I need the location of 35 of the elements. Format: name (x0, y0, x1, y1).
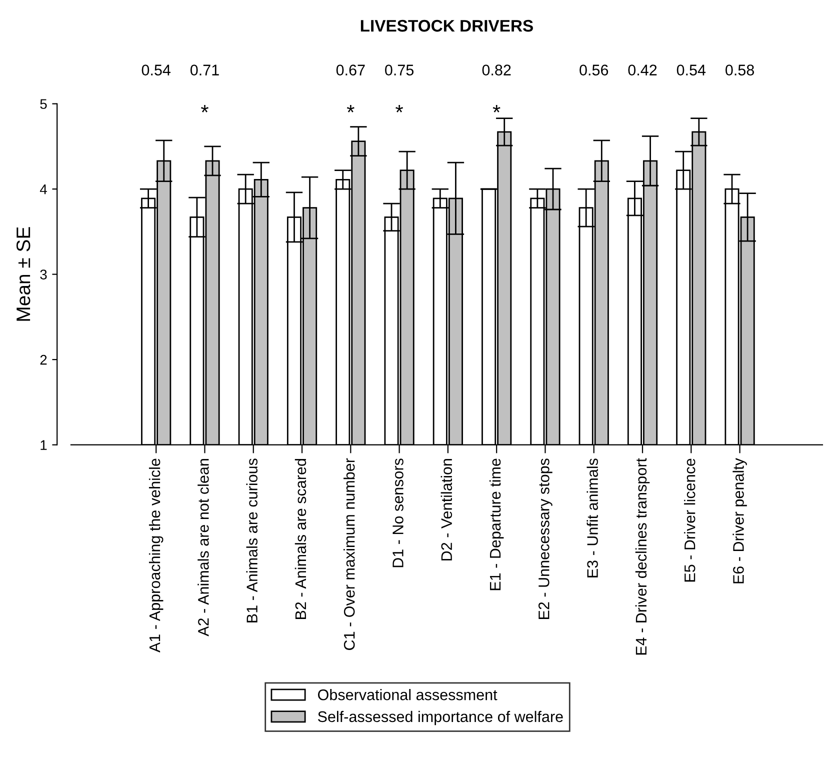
x-tick-label: E2 - Unnecessary stops (538, 458, 552, 619)
legend-label: Self-assessed importance of welfare (318, 710, 563, 726)
text: 0.42 (628, 64, 657, 76)
text: 0.82 (482, 64, 511, 76)
text: 0.75 (385, 64, 414, 76)
x-tick-label: E5 - Driver licence (684, 458, 696, 582)
y-axis-title: Mean ± SE (16, 227, 30, 321)
text: 0.54 (142, 64, 171, 76)
text: 0.67 (336, 64, 365, 76)
x-tick-label: E3 - Unfit animals (586, 458, 598, 578)
x-tick-label: E6 - Driver penalty (732, 458, 747, 584)
y-tick-label: 3 (40, 270, 47, 280)
x-tick-label: B2 - Animals are scared (294, 459, 306, 619)
legend-label: Observational assessment (318, 689, 498, 700)
annotation: * (201, 105, 208, 112)
text: 0.54 (676, 64, 706, 76)
x-tick-label: C1 - Over maximum number (344, 458, 355, 650)
y-tick-label: 1 (40, 440, 47, 450)
x-tick-label: E4 - Driver declines transport (635, 458, 650, 655)
y-tick-label: 5 (40, 99, 47, 109)
x-tick-label: B1 - Animals are curious (246, 458, 258, 622)
text: 0.71 (190, 64, 219, 76)
x-tick-label: A1 - Approaching the vehicle (148, 458, 164, 652)
x-tick-label: A2 - Animals are not clean (198, 459, 209, 636)
text: 0.56 (580, 64, 608, 76)
x-tick-label: E1 - Departure time (489, 458, 504, 590)
chart-title: LIVESTOCK DRIVERS (360, 20, 533, 32)
annotation: * (396, 105, 404, 112)
y-tick-label: 4 (40, 184, 47, 194)
x-tick-label: D1 - No sensors (392, 458, 404, 568)
annotation: * (492, 105, 500, 112)
annotation: * (346, 105, 354, 112)
x-tick-label: D2 - Ventilation (440, 459, 452, 560)
text: 0.58 (726, 64, 754, 76)
y-tick-label: 2 (40, 354, 47, 365)
